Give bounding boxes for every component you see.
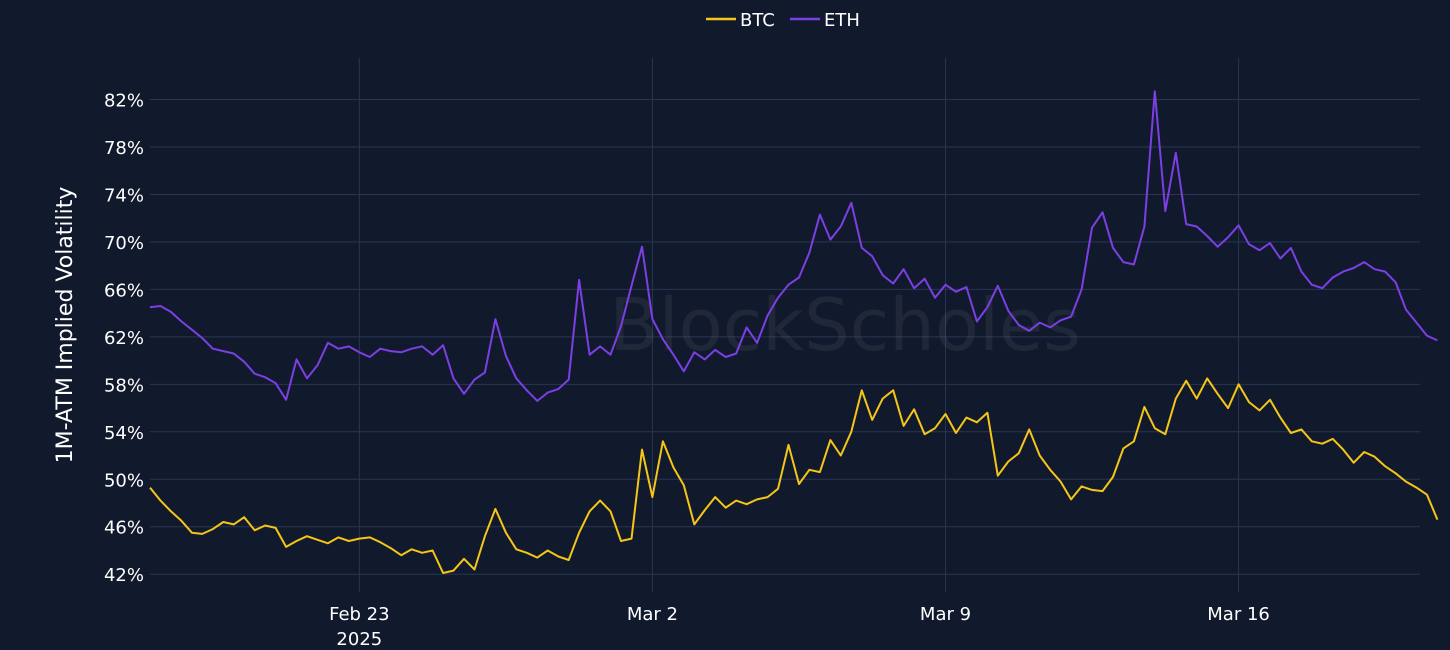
y-tick-label: 50%	[104, 470, 144, 491]
series-line-eth[interactable]	[149, 90, 1438, 402]
legend-label: BTC	[740, 10, 775, 31]
x-tick-label: Mar 2	[627, 604, 678, 625]
y-axis-ticks: 42% 46% 50% 54% 58% 62% 66% 70% 74% 78% 82%	[104, 91, 144, 587]
y-tick-label: 58%	[104, 375, 144, 396]
y-tick-label: 78%	[104, 138, 144, 159]
legend-item-btc[interactable]: BTC	[706, 10, 775, 31]
grid-lines	[150, 58, 1420, 592]
y-tick-label: 70%	[104, 233, 144, 254]
y-tick-label: 42%	[104, 565, 144, 586]
legend[interactable]: BTC ETH	[706, 10, 860, 31]
y-tick-label: 82%	[104, 91, 144, 112]
y-tick-label: 54%	[104, 423, 144, 444]
legend-label: ETH	[824, 10, 860, 31]
y-tick-label: 62%	[104, 328, 144, 349]
watermark: BlockScholes	[609, 283, 1081, 367]
x-tick-label: Mar 9	[920, 604, 971, 625]
x-tick-sublabel: 2025	[336, 629, 382, 650]
x-tick-label: Feb 23	[329, 604, 390, 625]
y-tick-label: 66%	[104, 280, 144, 301]
x-tick-label: Mar 16	[1207, 604, 1270, 625]
series-lines	[149, 90, 1439, 574]
y-tick-label: 46%	[104, 518, 144, 539]
y-axis-title: 1M-ATM Implied Volatility	[53, 187, 78, 464]
y-tick-label: 74%	[104, 185, 144, 206]
series-line-btc[interactable]	[149, 377, 1439, 574]
legend-item-eth[interactable]: ETH	[790, 10, 860, 31]
x-axis-ticks: Feb 23 2025 Mar 2 Mar 9 Mar 16	[329, 604, 1270, 650]
